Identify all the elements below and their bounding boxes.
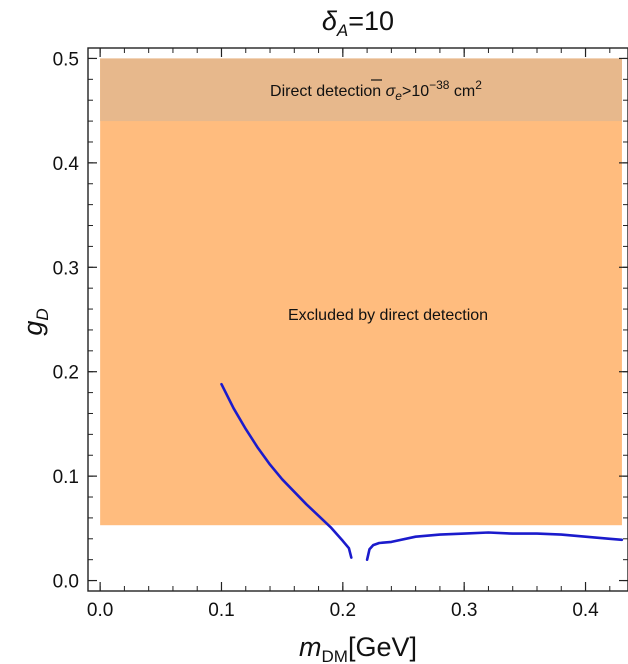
title-var: δ [322, 6, 338, 36]
dd-pre: Direct detection [270, 83, 386, 100]
regions-layer [100, 58, 622, 526]
y-tick-label: 0.0 [53, 572, 79, 593]
y-tick-label: 0.4 [53, 154, 80, 175]
x-tick-label: 0.4 [572, 600, 599, 621]
x-tick-label: 0.2 [330, 600, 356, 621]
xlabel-sub: DM [322, 647, 348, 664]
x-tick-label: 0.0 [87, 600, 113, 621]
dd-mid: >10 [402, 83, 429, 100]
direct-detection-region [100, 58, 622, 122]
x-tick-label: 0.1 [208, 600, 234, 621]
region-label-excluded: Excluded by direct detection [288, 307, 488, 324]
dd-post: cm [449, 83, 475, 100]
x-axis-title: mDM[GeV] [299, 632, 417, 664]
bound-curve-segment-1 [220, 382, 353, 559]
y-tick-label: 0.2 [53, 363, 79, 384]
dd-sub: e [395, 89, 402, 103]
xlabel-rest: [GeV] [348, 632, 417, 662]
curve-layer [220, 382, 624, 561]
x-tick-label: 0.3 [451, 600, 477, 621]
bound-curve-segment-2 [365, 531, 624, 561]
y-tick-label: 0.5 [53, 49, 79, 70]
title-rest: =10 [348, 6, 394, 36]
y-tick-label: 0.1 [53, 467, 79, 488]
dd-sup: −38 [429, 78, 450, 92]
dd-var: σ [386, 83, 397, 100]
plot-frame [87, 47, 628, 592]
xlabel-var: m [299, 632, 322, 662]
title-sub: A [336, 21, 348, 40]
ylabel-sub: D [33, 308, 52, 320]
dd-sup2: 2 [475, 78, 482, 92]
ticks-layer: 0.0 0.1 0.2 0.3 0.4 0.0 0.1 0.2 0.3 0.4 0.5 [53, 48, 628, 621]
excluded-region [100, 58, 622, 526]
ylabel-var: g [18, 321, 48, 336]
y-axis-title: gD [18, 308, 52, 335]
region-label-direct-detection: Direct detection σe>10−38 cm2 [270, 78, 482, 103]
chart-title: δA=10 [322, 6, 394, 40]
y-tick-label: 0.3 [53, 258, 79, 279]
